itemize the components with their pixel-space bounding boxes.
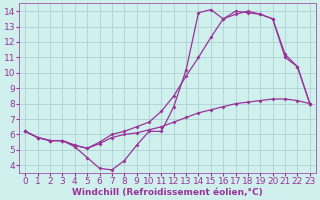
X-axis label: Windchill (Refroidissement éolien,°C): Windchill (Refroidissement éolien,°C) [72,188,263,197]
